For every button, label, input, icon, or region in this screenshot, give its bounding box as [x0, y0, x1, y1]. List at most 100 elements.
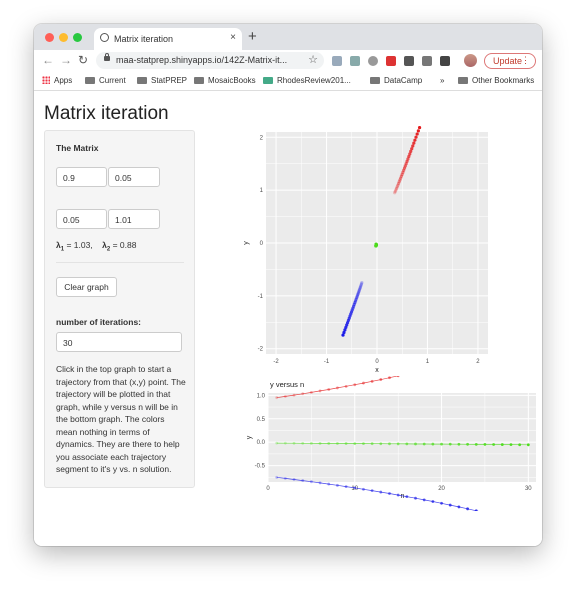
bookmarks-overflow[interactable]: » — [440, 76, 445, 85]
matrix-label: The Matrix — [56, 143, 99, 153]
series-point — [275, 441, 279, 445]
globe-icon — [100, 33, 109, 42]
bookmark-rhodesreview[interactable]: RhodesReview201... — [263, 76, 351, 85]
phase-plot[interactable]: -2 -1 0 1 2 -2 -1 0 1 2 x y — [236, 126, 501, 376]
series-line — [276, 442, 529, 446]
trajectory-point — [357, 290, 361, 294]
series-point — [370, 489, 374, 493]
trajectory-point — [360, 281, 364, 285]
bookmark-label: MosaicBooks — [208, 76, 256, 85]
series-point — [362, 381, 365, 385]
y-tick-label: -2 — [258, 347, 264, 353]
series-point — [309, 390, 313, 394]
browser-tab[interactable]: Matrix iteration × — [94, 28, 242, 50]
bookmark-star-icon[interactable]: ☆ — [308, 54, 318, 66]
series-point — [457, 442, 461, 446]
matrix-a21-input[interactable]: 0.05 — [56, 209, 107, 229]
x-tick-label: 0 — [375, 359, 379, 365]
series-point — [318, 441, 322, 445]
series-point — [422, 498, 426, 502]
trajectory-point — [359, 282, 364, 286]
trajectory-point — [412, 141, 416, 145]
trajectory-point — [408, 152, 412, 156]
trajectory-point — [358, 287, 362, 291]
y-axis-label: y — [243, 241, 250, 245]
extension-icon[interactable] — [350, 56, 360, 66]
series-point — [275, 396, 279, 400]
folder-icon — [370, 77, 380, 84]
y-tick-label: -0.5 — [255, 464, 266, 470]
series-point — [466, 442, 469, 446]
series-point — [353, 383, 357, 387]
forward-icon[interactable]: → — [60, 53, 72, 67]
drive-icon — [263, 77, 273, 84]
x-tick-label: -1 — [324, 359, 330, 365]
matrix-a11-input[interactable]: 0.9 — [56, 167, 107, 187]
series-point — [327, 482, 331, 486]
bookmark-mosaicbooks[interactable]: MosaicBooks — [194, 76, 256, 85]
bookmark-label: RhodesReview201... — [277, 76, 351, 85]
x-tick-label: -2 — [273, 359, 279, 365]
reload-icon[interactable]: ↻ — [78, 53, 89, 67]
extension-icon[interactable] — [386, 56, 396, 66]
series-point — [422, 442, 426, 446]
series-point — [336, 483, 339, 487]
series-point — [283, 476, 287, 480]
trajectory-point — [343, 328, 347, 332]
bookmark-datacamp[interactable]: DataCamp — [370, 76, 422, 85]
series-point — [362, 487, 365, 491]
extension-icon[interactable] — [368, 56, 378, 66]
series-point — [440, 442, 443, 446]
bookmark-apps[interactable]: Apps — [42, 76, 72, 85]
series-point — [414, 496, 417, 500]
bookmark-current[interactable]: Current — [85, 76, 126, 85]
trajectory-point — [345, 323, 349, 327]
trajectory-point — [411, 144, 415, 148]
bookmark-statprep[interactable]: StatPREP — [137, 76, 187, 85]
close-window-button[interactable] — [45, 33, 54, 42]
avatar[interactable] — [464, 54, 477, 67]
series-point — [301, 392, 305, 396]
series-point — [292, 441, 296, 445]
other-bookmarks[interactable]: Other Bookmarks — [458, 76, 534, 85]
series-point — [448, 442, 452, 446]
trajectory-point — [397, 180, 401, 184]
x-tick-label: 0 — [266, 486, 270, 492]
series-point — [353, 442, 357, 445]
matrix-a22-input[interactable]: 1.01 — [108, 209, 160, 229]
iterations-input[interactable]: 30 — [56, 332, 182, 352]
clear-graph-button[interactable]: Clear graph — [56, 277, 117, 297]
trajectory-point — [393, 189, 397, 193]
back-icon[interactable]: ← — [42, 53, 54, 67]
matrix-a12-input[interactable]: 0.05 — [108, 167, 160, 187]
series-point — [405, 495, 409, 499]
close-tab-icon[interactable]: × — [230, 32, 236, 43]
trajectory-point — [394, 186, 399, 190]
x-axis-label: x — [375, 367, 379, 374]
address-bar[interactable]: maa-statprep.shinyapps.io/142Z-Matrix-it… — [96, 52, 324, 69]
series-point — [379, 490, 383, 494]
trajectory-point — [357, 288, 361, 292]
folder-icon — [85, 77, 95, 84]
dropbox-icon[interactable] — [422, 56, 432, 66]
series-point — [396, 442, 400, 446]
x-tick-label: 30 — [525, 486, 532, 492]
trajectory-point — [344, 325, 348, 330]
mail-icon[interactable] — [404, 56, 414, 66]
extension-icon[interactable] — [332, 56, 342, 66]
series-point — [336, 386, 339, 390]
series-point — [388, 376, 391, 380]
new-tab-button[interactable]: + — [248, 28, 257, 45]
series-point — [283, 395, 287, 398]
bookmark-label: DataCamp — [384, 76, 423, 85]
minimize-window-button[interactable] — [59, 33, 68, 42]
update-button[interactable]: Update ⋮ — [484, 53, 536, 69]
series-point — [336, 442, 339, 445]
series-point — [526, 443, 530, 447]
series-point — [283, 441, 287, 445]
series-point — [344, 485, 348, 488]
puzzle-icon[interactable] — [440, 56, 450, 66]
zoom-window-button[interactable] — [73, 33, 82, 42]
page-title: Matrix iteration — [44, 103, 169, 124]
lambda1-subscript: 1 — [60, 246, 65, 253]
